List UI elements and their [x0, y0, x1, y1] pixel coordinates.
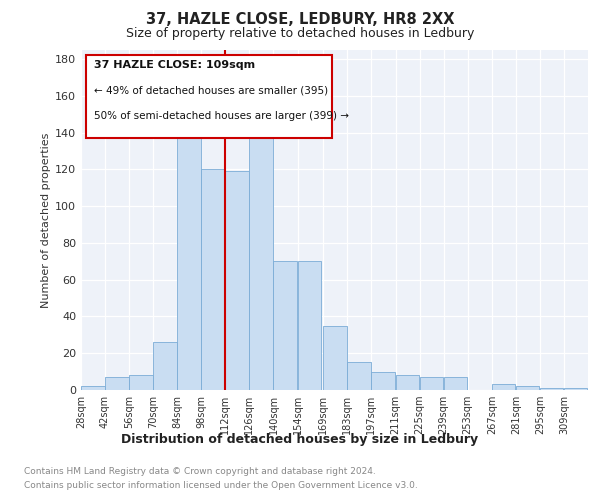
Bar	[129, 376, 152, 390]
Bar	[298, 262, 321, 390]
Bar	[395, 376, 419, 390]
Bar	[492, 384, 515, 390]
Text: Size of property relative to detached houses in Ledbury: Size of property relative to detached ho…	[126, 28, 474, 40]
Bar	[419, 377, 443, 390]
Bar	[81, 386, 104, 390]
Bar	[323, 326, 347, 390]
Bar	[105, 377, 128, 390]
Text: 37 HAZLE CLOSE: 109sqm: 37 HAZLE CLOSE: 109sqm	[94, 60, 255, 70]
Bar	[347, 362, 371, 390]
Text: 37, HAZLE CLOSE, LEDBURY, HR8 2XX: 37, HAZLE CLOSE, LEDBURY, HR8 2XX	[146, 12, 454, 28]
Bar	[274, 262, 297, 390]
Text: Distribution of detached houses by size in Ledbury: Distribution of detached houses by size …	[121, 432, 479, 446]
Bar	[153, 342, 177, 390]
Bar	[371, 372, 395, 390]
Bar	[516, 386, 539, 390]
Bar	[443, 377, 467, 390]
Text: 50% of semi-detached houses are larger (399) →: 50% of semi-detached houses are larger (…	[94, 111, 349, 121]
Text: ← 49% of detached houses are smaller (395): ← 49% of detached houses are smaller (39…	[94, 86, 328, 96]
Y-axis label: Number of detached properties: Number of detached properties	[41, 132, 51, 308]
Bar	[250, 132, 273, 390]
Bar	[540, 388, 563, 390]
Text: Contains HM Land Registry data © Crown copyright and database right 2024.: Contains HM Land Registry data © Crown c…	[24, 468, 376, 476]
Text: Contains public sector information licensed under the Open Government Licence v3: Contains public sector information licen…	[24, 481, 418, 490]
Bar	[226, 172, 249, 390]
Bar	[177, 120, 201, 390]
Bar	[564, 388, 587, 390]
Bar	[202, 170, 225, 390]
FancyBboxPatch shape	[86, 55, 332, 138]
